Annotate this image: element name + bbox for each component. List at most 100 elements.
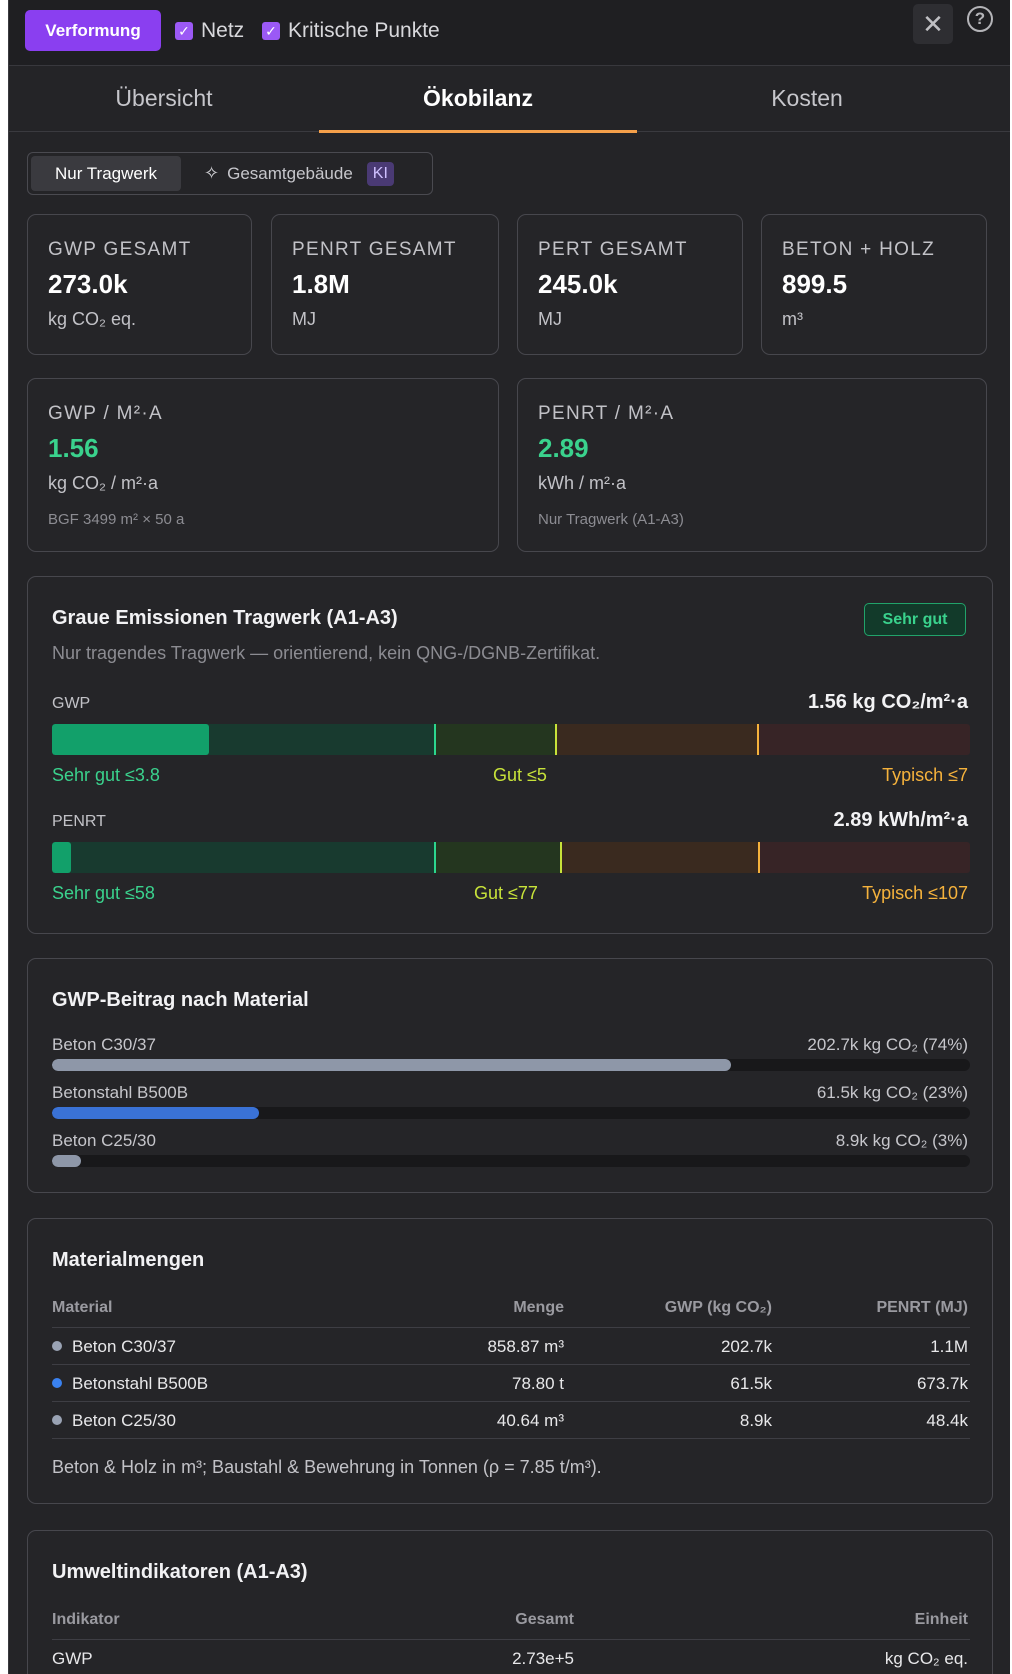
column-header-material: Material xyxy=(52,1299,113,1316)
gwp-scale-bar xyxy=(52,724,970,755)
threshold-tick-gut xyxy=(559,842,562,873)
zone-typisch xyxy=(556,724,759,755)
quantities-section: Materialmengen Material Menge GWP (kg CO… xyxy=(27,1218,993,1504)
material-value: 202.7k kg CO₂ (74%) xyxy=(807,1035,968,1054)
netz-checkbox[interactable]: ✓ Netz xyxy=(175,19,244,43)
scope-option-gesamtgebaeude-label: Gesamtgebäude xyxy=(227,164,353,183)
intensity-unit: kg CO₂ / m²·a xyxy=(48,473,158,493)
scope-toggle: Nur Tragwerk ✧ Gesamtgebäude KI xyxy=(27,152,433,195)
indicators-title: Umweltindikatoren (A1-A3) xyxy=(52,1561,308,1583)
column-header-einheit: Einheit xyxy=(914,1611,968,1628)
quantities-note: Beton & Holz in m³; Baustahl & Bewehrung… xyxy=(52,1457,602,1477)
intensity-unit: kWh / m²·a xyxy=(538,473,626,493)
zone-gut xyxy=(435,724,557,755)
intensity-sub: BGF 3499 m² × 50 a xyxy=(48,511,185,528)
toolbar: Verformung ✓ Netz ✓ Kritische Punkte ✕ ? xyxy=(9,0,1010,66)
table-divider xyxy=(52,1327,970,1328)
stat-card-pert: PERT GESAMT 245.0k MJ xyxy=(517,214,743,355)
penrt-threshold-typisch: Typisch ≤107 xyxy=(862,883,968,903)
table-cell-penrt: 1.1M xyxy=(930,1337,968,1356)
material-gwp-section: GWP-Beitrag nach Material Beton C30/37 2… xyxy=(27,958,993,1193)
table-cell-menge: 858.87 m³ xyxy=(487,1337,564,1356)
scope-option-gesamtgebaeude[interactable]: ✧ Gesamtgebäude KI xyxy=(204,156,394,191)
column-header-penrt: PENRT (MJ) xyxy=(876,1299,968,1316)
help-icon[interactable]: ? xyxy=(967,6,993,32)
material-name: Beton C25/30 xyxy=(72,1411,176,1430)
intensity-value: 1.56 xyxy=(48,433,99,463)
stat-card-penrt: PENRT GESAMT 1.8M MJ xyxy=(271,214,499,355)
intensity-card-penrt: PENRT / M²·A 2.89 kWh / m²·a Nur Tragwer… xyxy=(517,378,987,552)
stat-label: BETON + HOLZ xyxy=(782,239,936,260)
gwp-scale-label: GWP xyxy=(52,695,91,712)
table-cell-gwp: 202.7k xyxy=(720,1337,772,1356)
threshold-tick-sehr-gut xyxy=(434,842,437,873)
column-header-gwp: GWP (kg CO₂) xyxy=(664,1299,772,1316)
stat-value: 245.0k xyxy=(538,269,618,299)
tab-oekobilanz[interactable]: Ökobilanz xyxy=(319,66,637,133)
stat-value: 899.5 xyxy=(782,269,848,299)
material-bar-track xyxy=(52,1155,970,1167)
material-name: Betonstahl B500B xyxy=(72,1374,209,1393)
table-divider xyxy=(52,1639,970,1640)
close-icon[interactable]: ✕ xyxy=(913,4,953,44)
tab-uebersicht[interactable]: Übersicht xyxy=(115,85,213,111)
ki-badge: KI xyxy=(366,161,394,186)
table-cell-material: Betonstahl B500B xyxy=(52,1374,208,1394)
zone-sehr-gut xyxy=(52,842,436,873)
material-bar xyxy=(52,1155,82,1167)
table-cell-einheit: kg CO₂ eq. xyxy=(884,1649,968,1668)
table-cell-gwp: 61.5k xyxy=(730,1374,772,1393)
kritische-punkte-label: Kritische Punkte xyxy=(288,19,440,42)
gwp-value-fill xyxy=(52,724,210,755)
material-color-dot xyxy=(52,1341,62,1351)
material-value: 61.5k kg CO₂ (23%) xyxy=(816,1083,968,1102)
analysis-panel: Verformung ✓ Netz ✓ Kritische Punkte ✕ ?… xyxy=(8,0,1010,1674)
tab-kosten[interactable]: Kosten xyxy=(771,85,843,111)
penrt-scale-label: PENRT xyxy=(52,813,106,830)
rating-subtitle: Nur tragendes Tragwerk — orientierend, k… xyxy=(52,643,601,663)
table-cell-gwp: 8.9k xyxy=(739,1411,772,1430)
netz-label: Netz xyxy=(201,19,245,42)
checkmark-icon: ✓ xyxy=(262,22,280,40)
table-cell-material: Beton C25/30 xyxy=(52,1411,176,1431)
material-name: Beton C30/37 xyxy=(72,1337,176,1356)
column-header-menge: Menge xyxy=(513,1299,564,1316)
table-cell-menge: 40.64 m³ xyxy=(496,1411,564,1430)
intensity-card-gwp: GWP / M²·A 1.56 kg CO₂ / m²·a BGF 3499 m… xyxy=(27,378,499,552)
penrt-value-fill xyxy=(52,842,72,873)
table-cell-menge: 78.80 t xyxy=(512,1374,564,1393)
material-name: Beton C30/37 xyxy=(52,1035,156,1054)
penrt-threshold-sehr-gut: Sehr gut ≤58 xyxy=(52,883,155,903)
gwp-threshold-typisch: Typisch ≤7 xyxy=(882,765,968,785)
material-bar-track xyxy=(52,1059,970,1071)
penrt-scale-value: 2.89 kWh/m²·a xyxy=(833,809,968,831)
material-value: 8.9k kg CO₂ (3%) xyxy=(835,1131,968,1150)
kritische-punkte-checkbox[interactable]: ✓ Kritische Punkte xyxy=(262,19,440,43)
table-divider xyxy=(52,1401,970,1402)
material-name: Betonstahl B500B xyxy=(52,1083,189,1102)
quantities-title: Materialmengen xyxy=(52,1249,205,1271)
sparkle-icon: ✧ xyxy=(204,163,220,183)
zone-typisch xyxy=(560,842,759,873)
table-divider xyxy=(52,1364,970,1365)
zone-hoch xyxy=(758,842,970,873)
threshold-tick-typisch xyxy=(757,842,760,873)
material-bar-track xyxy=(52,1107,970,1119)
scope-option-tragwerk[interactable]: Nur Tragwerk xyxy=(31,156,181,191)
column-header-indikator: Indikator xyxy=(52,1611,120,1628)
stat-label: PENRT GESAMT xyxy=(292,239,457,260)
gwp-scale-value: 1.56 kg CO₂/m²·a xyxy=(807,691,968,713)
rating-section: Graue Emissionen Tragwerk (A1-A3) Sehr g… xyxy=(27,576,993,934)
threshold-tick-sehr-gut xyxy=(434,724,437,755)
verformung-button[interactable]: Verformung xyxy=(25,10,161,51)
penrt-threshold-gut: Gut ≤77 xyxy=(474,883,538,903)
table-cell-indikator: GWP xyxy=(52,1649,93,1668)
column-header-gesamt: Gesamt xyxy=(515,1611,574,1628)
threshold-tick-gut xyxy=(555,724,558,755)
zone-hoch xyxy=(758,724,970,755)
intensity-label: GWP / M²·A xyxy=(48,403,164,424)
material-bar xyxy=(52,1107,259,1119)
indicators-section: Umweltindikatoren (A1-A3) Indikator Gesa… xyxy=(27,1530,993,1674)
gwp-threshold-sehr-gut: Sehr gut ≤3.8 xyxy=(52,765,160,785)
table-divider xyxy=(52,1438,970,1439)
